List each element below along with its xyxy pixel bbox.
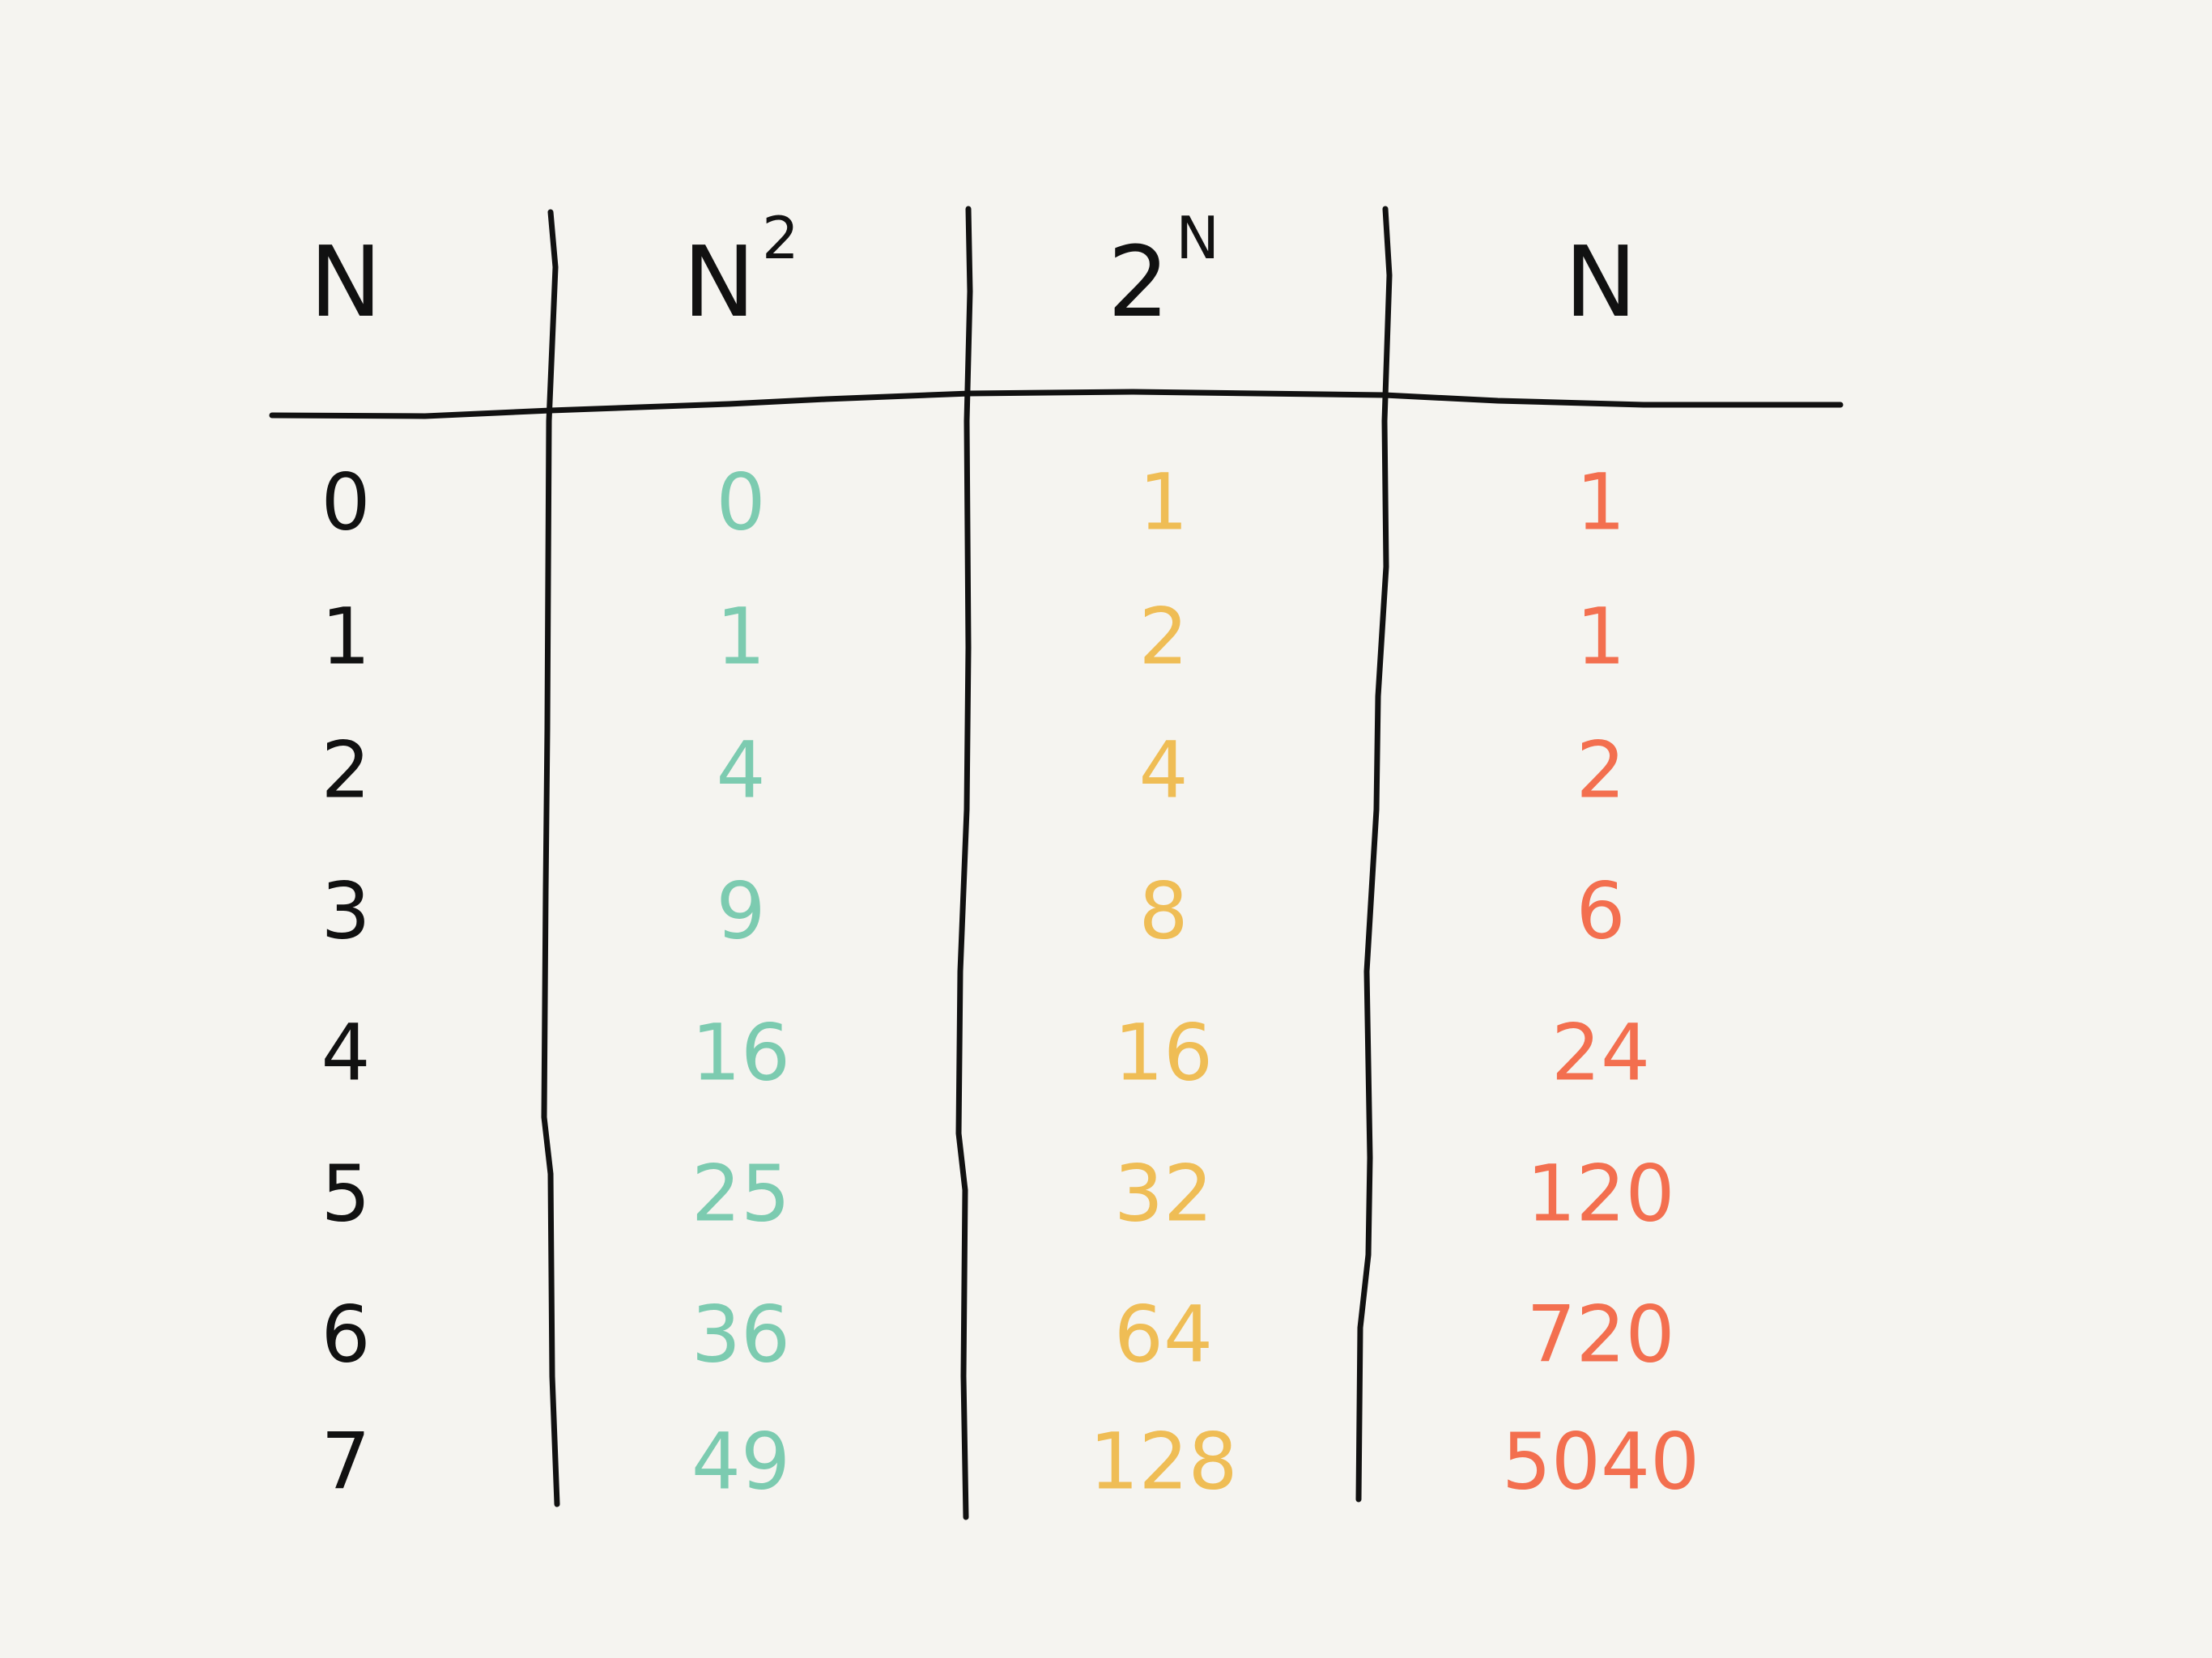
column-rule <box>1355 206 1393 1503</box>
table-cell: 1 <box>321 591 370 682</box>
column-rule <box>541 209 560 1507</box>
table-cell: 5040 <box>1502 1416 1699 1507</box>
column-header: N <box>1564 227 1637 339</box>
table-cell: 16 <box>691 1007 790 1098</box>
table-cell: 1 <box>1576 591 1625 682</box>
table-cell: 16 <box>1114 1007 1213 1098</box>
header-superscript: 2 <box>762 204 799 272</box>
table-cell: 2 <box>1576 725 1625 815</box>
table-cell: 4 <box>716 725 765 815</box>
table-cell: 2 <box>321 725 370 815</box>
header-base: N <box>309 227 382 339</box>
table-cell: 2 <box>1138 591 1188 682</box>
table-cell: 720 <box>1526 1289 1674 1380</box>
table-cell: 6 <box>1576 865 1625 956</box>
table-cell: 1 <box>1138 457 1188 547</box>
table-cell: 64 <box>1114 1289 1213 1380</box>
table-cell: 24 <box>1551 1007 1650 1098</box>
table-cell: 0 <box>321 457 370 547</box>
table-cell: 6 <box>321 1289 370 1380</box>
table-cell: 4 <box>321 1007 370 1098</box>
table-cell: 128 <box>1089 1416 1237 1507</box>
table-cell: 36 <box>691 1289 790 1380</box>
table-cell: 1 <box>1576 457 1625 547</box>
table-cell: 0 <box>716 457 765 547</box>
header-base: 2 <box>1108 227 1169 339</box>
table-cell: 7 <box>321 1416 370 1507</box>
table-cell: 3 <box>321 865 370 956</box>
column-rule <box>955 206 973 1520</box>
table-cell: 25 <box>691 1148 790 1239</box>
header-superscript: N <box>1176 204 1219 272</box>
table-cell: 32 <box>1114 1148 1213 1239</box>
table-cell: 9 <box>716 865 765 956</box>
table-cell: 4 <box>1138 725 1188 815</box>
header-base: N <box>1564 227 1637 339</box>
table-cell: 1 <box>716 591 765 682</box>
table-cell: 8 <box>1138 865 1188 956</box>
header-base: N <box>683 227 755 339</box>
table-cell: 120 <box>1526 1148 1674 1239</box>
table-cell: 49 <box>691 1416 790 1507</box>
table-cell: 5 <box>321 1148 370 1239</box>
column-header: N <box>309 227 382 339</box>
